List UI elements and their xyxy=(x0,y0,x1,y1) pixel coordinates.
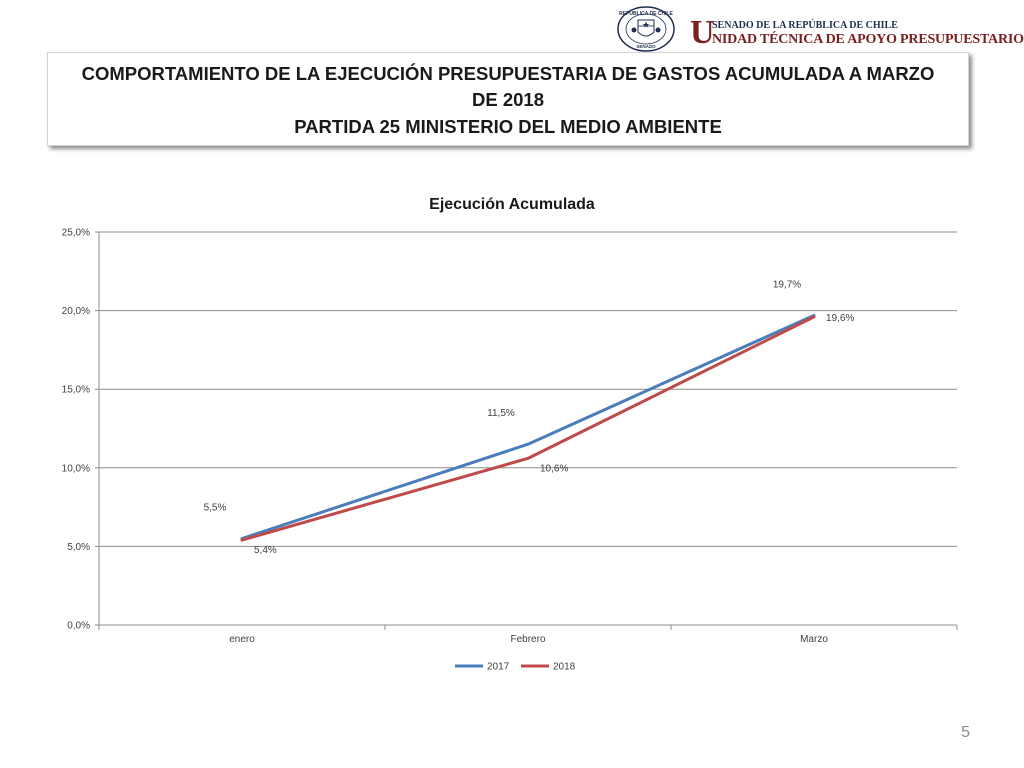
x-tick-label: Marzo xyxy=(800,634,828,645)
brand-line-senado: SENADO DE LA REPÚBLICA DE CHILE xyxy=(712,20,898,31)
data-label-2017: 19,7% xyxy=(773,279,801,290)
y-tick-label: 0,0% xyxy=(67,621,90,632)
seal-text-bottom: SENADO xyxy=(636,44,656,49)
series-line-2017 xyxy=(240,313,816,541)
line-chart: Ejecución Acumulada 0,0% 5,0% 10,0% 15,0% 20,… xyxy=(62,196,958,673)
data-label-2018: 10,6% xyxy=(540,463,568,474)
seal-text-top: REPÚBLICA DE CHILE xyxy=(619,10,673,17)
series-line-2018 xyxy=(240,315,816,542)
data-label-2018: 19,6% xyxy=(826,313,854,324)
page-number: 5 xyxy=(961,724,970,741)
title-box: COMPORTAMIENTO DE LA EJECUCIÓN PRESUPUES… xyxy=(47,52,969,146)
data-label-2017: 5,5% xyxy=(204,503,227,514)
data-label-2017: 11,5% xyxy=(487,408,515,419)
title-line-2: DE 2018 xyxy=(472,89,544,110)
title-line-3: PARTIDA 25 MINISTERIO DEL MEDIO AMBIENTE xyxy=(294,116,722,137)
y-tick-label: 25,0% xyxy=(62,228,90,239)
x-tick-label: enero xyxy=(229,634,255,645)
y-tick-label: 10,0% xyxy=(62,463,90,474)
chart-title: Ejecución Acumulada xyxy=(429,196,595,213)
brand-initial: U xyxy=(690,14,715,51)
y-tick-label: 20,0% xyxy=(62,306,90,317)
title-line-1: COMPORTAMIENTO DE LA EJECUCIÓN PRESUPUES… xyxy=(81,63,935,84)
brand-line-unidad: NIDAD TÉCNICA DE APOYO PRESUPUESTARIO xyxy=(712,32,1024,47)
legend-label-2017: 2017 xyxy=(487,662,510,673)
data-label-2018: 5,4% xyxy=(254,545,277,556)
senado-seal-logo: REPÚBLICA DE CHILE SENADO xyxy=(617,6,675,52)
y-tick-label: 5,0% xyxy=(67,542,90,553)
legend-label-2018: 2018 xyxy=(553,662,576,673)
x-tick-label: Febrero xyxy=(510,634,545,645)
unidad-tecnica-logo: U SENADO DE LA REPÚBLICA DE CHILE NIDAD … xyxy=(690,14,1024,51)
y-tick-label: 15,0% xyxy=(62,385,90,396)
